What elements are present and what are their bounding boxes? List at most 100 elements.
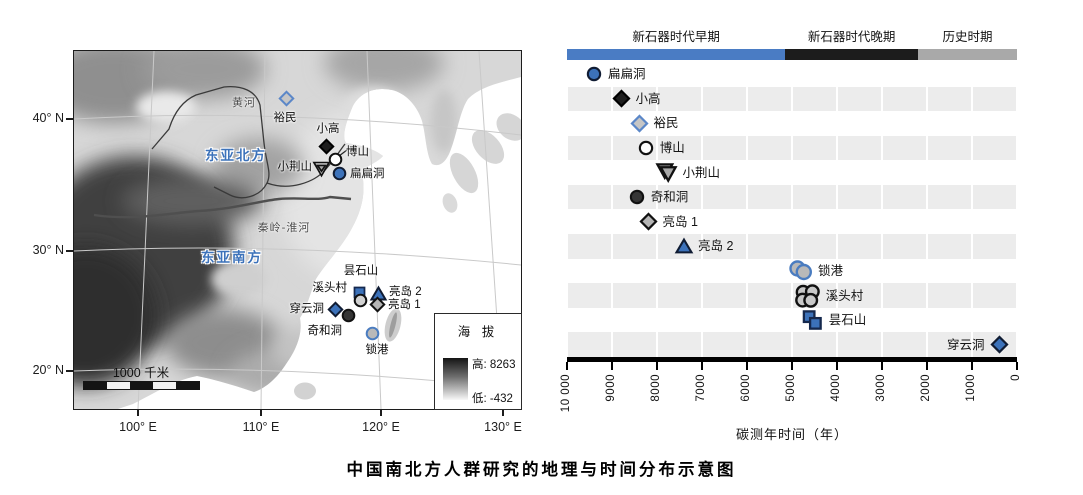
map-site-label-liangdao1: 亮岛 1 (388, 299, 421, 311)
x-axis-tick (971, 362, 973, 370)
scale-bar-segment (153, 382, 176, 389)
lon-tick-label: 110° E (242, 420, 280, 434)
timeline-site-label-chuanyundong: 穿云洞 (946, 337, 985, 352)
lon-tick (502, 409, 504, 416)
lat-tick (66, 118, 74, 120)
region-label-southern-east-asia: 东亚南方 (201, 250, 263, 265)
map-marker-qihedong (340, 307, 357, 324)
lon-tick (137, 409, 139, 416)
elevation-legend: 海 拔 高: 8263 低: -432 (434, 313, 522, 410)
x-axis-title: 碳测年时间（年） (735, 427, 848, 442)
period-bar-1 (785, 49, 918, 60)
legend-high-label: 高: 8263 (472, 359, 516, 371)
x-axis-tick-label: 8000 (650, 374, 662, 402)
timeline-marker-xitoucun (794, 283, 821, 309)
timeline-site-label-yumin: 裕民 (653, 116, 679, 131)
timeline-site-label-liangdao1: 亮岛 1 (662, 214, 698, 229)
timeline-marker-bianbiandong (585, 65, 603, 83)
lat-tick-label: 40° N (32, 111, 64, 125)
lon-tick-label: 100° E (119, 420, 157, 434)
period-bar-0 (567, 49, 786, 60)
timeline-row-band (567, 283, 1017, 308)
lat-tick-label: 20° N (32, 363, 64, 377)
timeline-row-band (567, 332, 1017, 357)
map-site-label-liangdao2: 亮岛 2 (389, 286, 422, 298)
feature-label-qinling-huaihe: 秦岭-淮河 (257, 221, 311, 234)
map-marker-xiaojingshan (311, 159, 331, 178)
map-marker-liangdao1 (368, 295, 386, 313)
timeline-marker-tanshishan (801, 309, 824, 332)
timeline-marker-chuanyundong (989, 335, 1009, 354)
x-axis-line (567, 357, 1017, 362)
legend-low-label: 低: -432 (472, 393, 513, 405)
map-site-label-boshan: 博山 (346, 146, 369, 158)
timeline-marker-qihedong (628, 188, 646, 206)
map-site-label-chuanyundong: 穿云洞 (289, 303, 325, 315)
map-site-label-suogang: 锁港 (365, 344, 389, 356)
timeline-site-label-bianbiandong: 扁扁洞 (608, 67, 646, 82)
timeline-panel: 新石器时代早期 新石器时代晚期 历史时期 扁扁洞 小高 裕民 博山 小荆山 奇和洞 … (560, 20, 1022, 490)
timeline-site-label-qihedong: 奇和洞 (650, 190, 689, 205)
x-axis-tick-label: 3000 (875, 374, 887, 402)
timeline-row-band (567, 135, 1017, 161)
lat-tick-label: 30° N (32, 243, 64, 257)
x-axis-tick-label: 2000 (920, 374, 932, 402)
map-site-label-tanshishan: 昙石山 (343, 265, 379, 277)
x-axis-tick-label: 0 (1010, 374, 1022, 381)
timeline-row-band (567, 86, 1017, 112)
lat-tick (66, 250, 74, 252)
x-axis-tick-label: 10 000 (560, 374, 572, 413)
qinling-huaihe-line (93, 195, 352, 219)
lon-tick (260, 409, 262, 416)
elevation-gradient (443, 358, 468, 400)
x-axis-tick (566, 362, 568, 370)
scale-bar-segment (130, 382, 153, 389)
figure-title: 中国南北方人群研究的地理与时间分布示意图 (346, 461, 737, 479)
x-axis-tick (656, 362, 658, 370)
map-marker-chuanyundong (326, 300, 344, 318)
x-axis-tick (836, 362, 838, 370)
scale-bar-segment (176, 382, 199, 389)
map-site-label-bianbiandong: 扁扁洞 (350, 168, 385, 180)
x-axis-tick (746, 362, 748, 370)
lon-tick-label: 130° E (484, 420, 522, 434)
timeline-marker-yumin (629, 114, 649, 133)
x-axis-tick-label: 1000 (965, 374, 977, 402)
timeline-site-label-tanshishan: 昙石山 (828, 313, 867, 328)
map-site-label-yumin: 裕民 (273, 112, 297, 124)
timeline-row-band (567, 234, 1017, 259)
x-axis-tick-label: 4000 (830, 374, 842, 402)
x-axis-tick-label: 6000 (740, 374, 752, 402)
map-marker-yumin (277, 89, 295, 107)
map-marker-boshan (327, 151, 344, 168)
x-axis-tick-label: 5000 (785, 374, 797, 402)
timeline-marker-suogang (789, 259, 813, 283)
map-marker-bianbiandong (331, 165, 348, 182)
x-axis-tick-label: 9000 (605, 374, 617, 402)
period-label-0: 新石器时代早期 (632, 30, 720, 44)
timeline-site-label-xiaogao: 小高 (635, 91, 661, 106)
lat-tick (66, 370, 74, 372)
period-label-2: 历史时期 (942, 30, 993, 44)
scale-bar-label: 1000 千米 (112, 366, 170, 380)
feature-label-yellow-river: 黄河 (232, 96, 256, 109)
period-label-1: 新石器时代晚期 (807, 30, 896, 44)
map-marker-xiaogao (317, 137, 335, 155)
x-axis-tick (701, 362, 703, 370)
timeline-marker-xiaojingshan (654, 161, 678, 184)
timeline-site-label-liangdao2: 亮岛 2 (698, 239, 734, 254)
x-axis-tick (1016, 362, 1018, 370)
timeline-site-label-xitoucun: 溪头村 (825, 288, 864, 303)
map-marker-suogang (364, 325, 381, 342)
lon-tick (380, 409, 382, 416)
map-panel: 40° N 30° N 20° N 100° E 110° E 120° E 130° E 东… (33, 50, 522, 434)
scale-bar-segment (107, 382, 130, 389)
x-axis-tick (926, 362, 928, 370)
map-site-label-qihedong: 奇和洞 (307, 325, 343, 337)
timeline-site-label-xiaojingshan: 小荆山 (682, 165, 721, 180)
map-site-label-xiaojingshan: 小荆山 (277, 161, 313, 173)
lon-tick-label: 120° E (362, 420, 400, 434)
timeline-marker-liangdao2 (674, 237, 694, 255)
timeline-site-label-suogang: 锁港 (818, 263, 844, 278)
